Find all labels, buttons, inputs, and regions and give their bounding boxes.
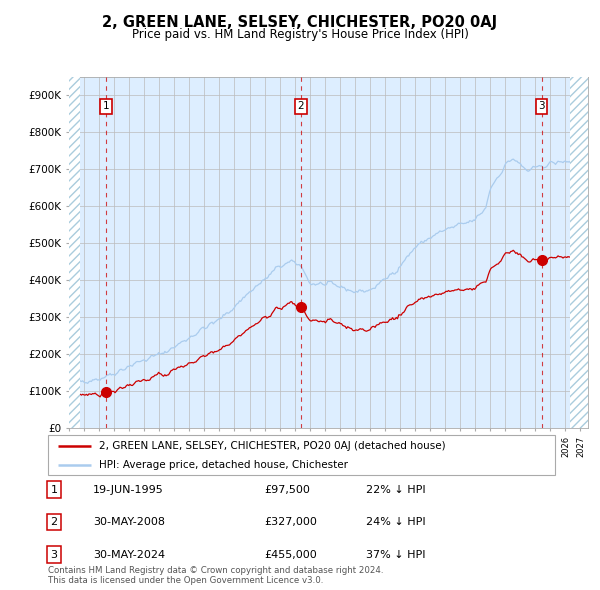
Text: £97,500: £97,500 — [264, 485, 310, 494]
Bar — [69, 77, 80, 428]
Text: 1: 1 — [103, 101, 109, 112]
Text: 3: 3 — [50, 550, 58, 559]
Text: Price paid vs. HM Land Registry's House Price Index (HPI): Price paid vs. HM Land Registry's House … — [131, 28, 469, 41]
Text: 22% ↓ HPI: 22% ↓ HPI — [366, 485, 425, 494]
Bar — [570, 77, 588, 428]
Text: Contains HM Land Registry data © Crown copyright and database right 2024.
This d: Contains HM Land Registry data © Crown c… — [48, 566, 383, 585]
Text: 19-JUN-1995: 19-JUN-1995 — [93, 485, 164, 494]
Text: £327,000: £327,000 — [264, 517, 317, 527]
Bar — [69, 77, 80, 428]
Text: 2, GREEN LANE, SELSEY, CHICHESTER, PO20 0AJ (detached house): 2, GREEN LANE, SELSEY, CHICHESTER, PO20 … — [98, 441, 445, 451]
Text: 2: 2 — [298, 101, 304, 112]
Text: 37% ↓ HPI: 37% ↓ HPI — [366, 550, 425, 559]
Text: 30-MAY-2024: 30-MAY-2024 — [93, 550, 165, 559]
Text: 3: 3 — [538, 101, 545, 112]
Bar — [570, 77, 588, 428]
Text: £455,000: £455,000 — [264, 550, 317, 559]
Text: 30-MAY-2008: 30-MAY-2008 — [93, 517, 165, 527]
Text: 1: 1 — [50, 485, 58, 494]
Text: HPI: Average price, detached house, Chichester: HPI: Average price, detached house, Chic… — [98, 460, 348, 470]
Text: 2, GREEN LANE, SELSEY, CHICHESTER, PO20 0AJ: 2, GREEN LANE, SELSEY, CHICHESTER, PO20 … — [103, 15, 497, 30]
Text: 2: 2 — [50, 517, 58, 527]
FancyBboxPatch shape — [48, 435, 555, 475]
Text: 24% ↓ HPI: 24% ↓ HPI — [366, 517, 425, 527]
